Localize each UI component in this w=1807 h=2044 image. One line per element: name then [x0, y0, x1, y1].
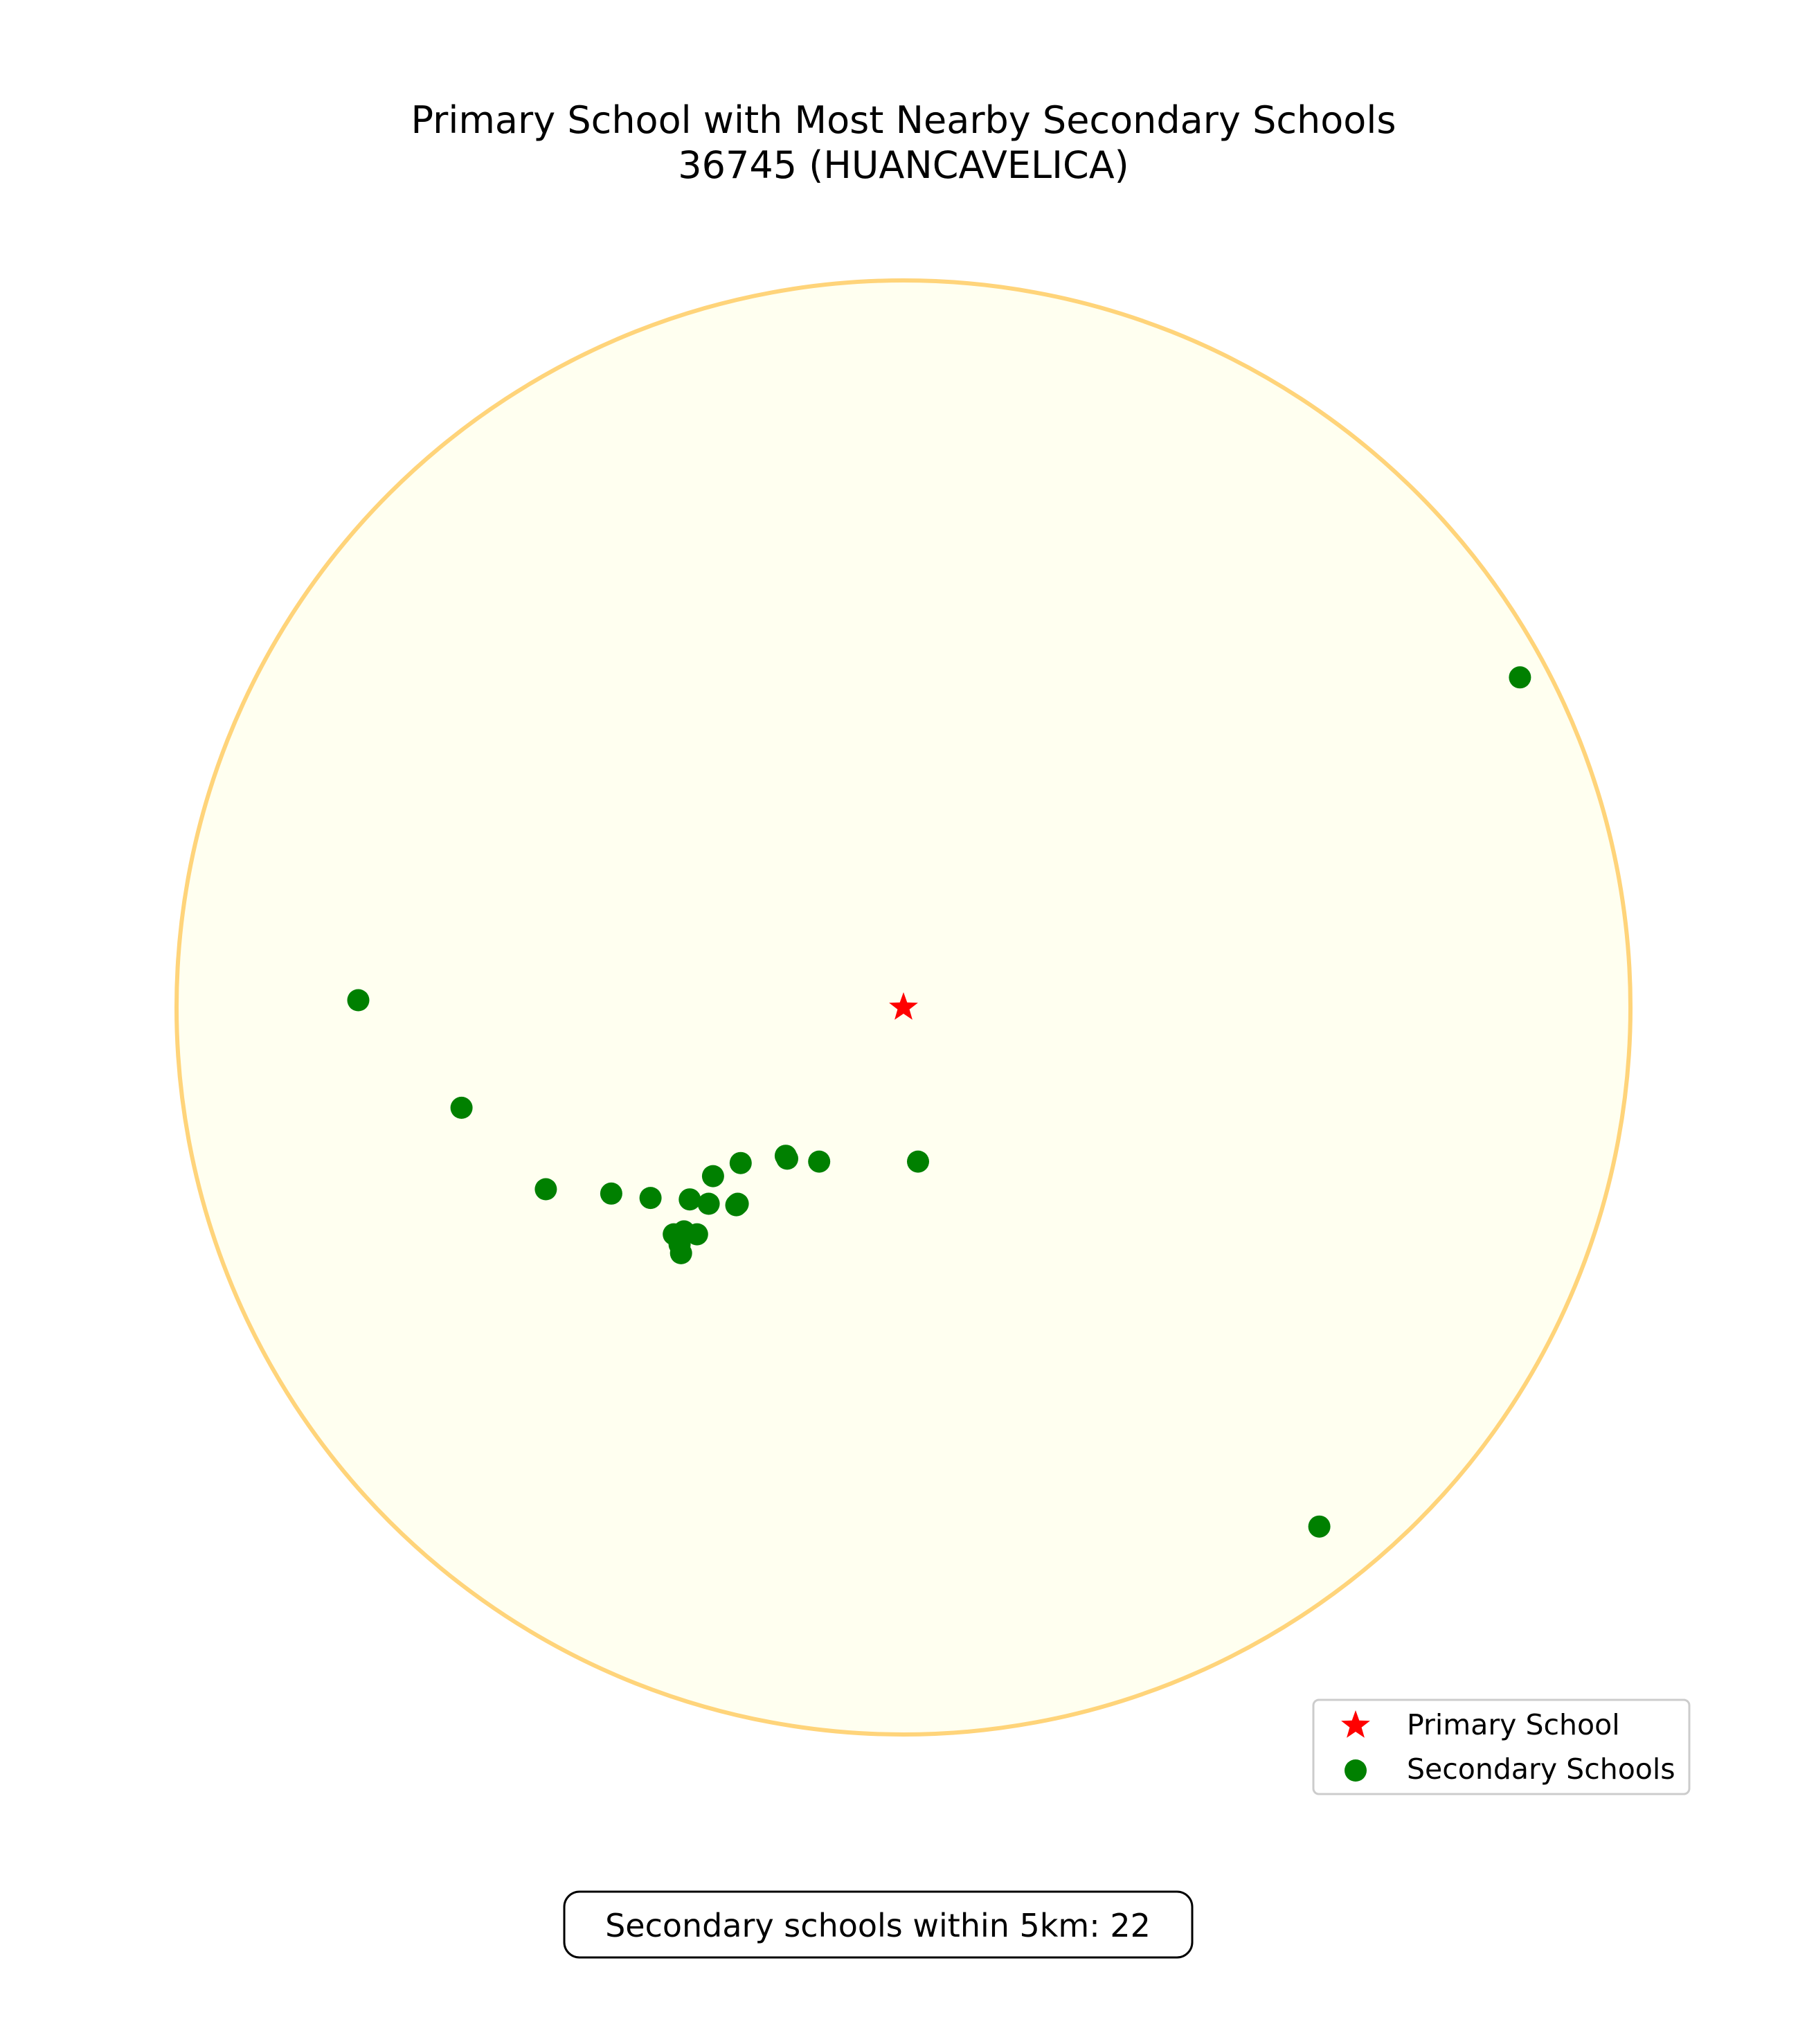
secondary-school-point-19 — [685, 1223, 708, 1246]
legend-box — [1312, 1698, 1691, 1795]
legend-primary-marker — [1341, 1710, 1370, 1738]
secondary-school-point-8 — [678, 1188, 701, 1211]
count-badge-box — [563, 1890, 1194, 1959]
secondary-school-point-3 — [347, 989, 370, 1012]
secondary-school-point-1 — [1509, 666, 1531, 689]
secondary-school-point-14 — [776, 1147, 798, 1170]
chart-subtitle: 36745 (HUANCAVELICA) — [678, 143, 1129, 187]
secondary-school-point-16 — [907, 1150, 929, 1173]
legend-secondary-label: Secondary Schools — [1407, 1752, 1675, 1786]
secondary-school-point-15 — [808, 1150, 831, 1173]
secondary-school-point-12 — [729, 1151, 752, 1174]
secondary-school-point-6 — [600, 1182, 622, 1205]
count-badge: Secondary schools within 5km: 22 — [563, 1890, 1194, 1959]
secondary-school-point-2 — [1308, 1515, 1331, 1538]
legend-primary-label: Primary School — [1407, 1708, 1620, 1741]
secondary-school-point-4 — [450, 1096, 473, 1119]
primary-school-point — [889, 992, 918, 1020]
count-badge-text: Secondary schools within 5km: 22 — [605, 1907, 1151, 1944]
secondary-school-point-7 — [639, 1187, 662, 1210]
secondary-school-point-5 — [534, 1178, 557, 1201]
secondary-school-point-22 — [725, 1194, 748, 1217]
legend-secondary-marker — [1345, 1759, 1367, 1782]
chart-title: Primary School with Most Nearby Secondar… — [411, 98, 1396, 142]
points-layer — [347, 666, 1531, 1538]
secondary-school-point-9 — [697, 1192, 720, 1215]
secondary-school-point-11 — [701, 1165, 724, 1187]
secondary-school-point-21 — [669, 1241, 692, 1264]
legend: Primary School Secondary Schools — [1312, 1698, 1691, 1795]
